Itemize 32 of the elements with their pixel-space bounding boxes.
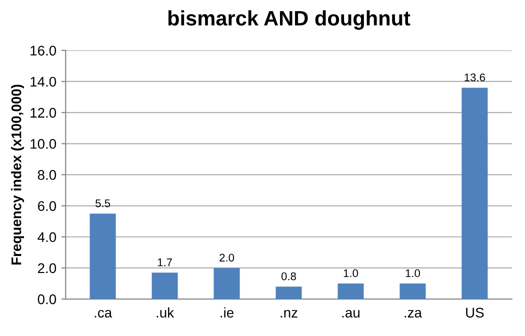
data-label: 1.0 [406, 269, 420, 278]
bar [90, 214, 116, 300]
x-tick-label: .za [404, 310, 422, 318]
y-tick-label: 6.0 [38, 201, 56, 211]
data-label: 13.6 [464, 73, 486, 82]
bar [152, 272, 178, 300]
bar [338, 284, 364, 300]
bar [400, 284, 426, 300]
x-tick-label: US [466, 308, 484, 318]
y-tick-label: 10.0 [30, 138, 56, 149]
chart-title: bismarck AND doughnut [168, 10, 410, 30]
bar [462, 88, 488, 300]
x-tick-label: .ie [220, 307, 234, 318]
data-label: 2.0 [220, 254, 234, 262]
y-tick-label: 12.0 [30, 108, 56, 118]
y-tick-label: 0.0 [38, 294, 56, 304]
data-label: 1.7 [158, 258, 172, 266]
y-tick-label: 16.0 [30, 46, 56, 56]
data-label: 1.0 [344, 269, 358, 278]
x-tick-label: .au [342, 310, 360, 318]
y-tick-label: 14.0 [30, 76, 56, 87]
y-axis-title: Frequency index (x100,000) [11, 84, 24, 264]
x-tick-label: .ca [94, 310, 112, 318]
x-tick-label: .nz [280, 310, 298, 318]
bar [276, 286, 302, 300]
bar [214, 268, 240, 300]
data-label: 0.8 [281, 272, 296, 280]
y-tick-label: 8.0 [38, 170, 56, 180]
data-label: 5.5 [96, 199, 110, 208]
x-tick-label: .uk [156, 307, 174, 318]
y-tick-label: 4.0 [38, 232, 56, 242]
y-tick-label: 2.0 [38, 263, 56, 274]
